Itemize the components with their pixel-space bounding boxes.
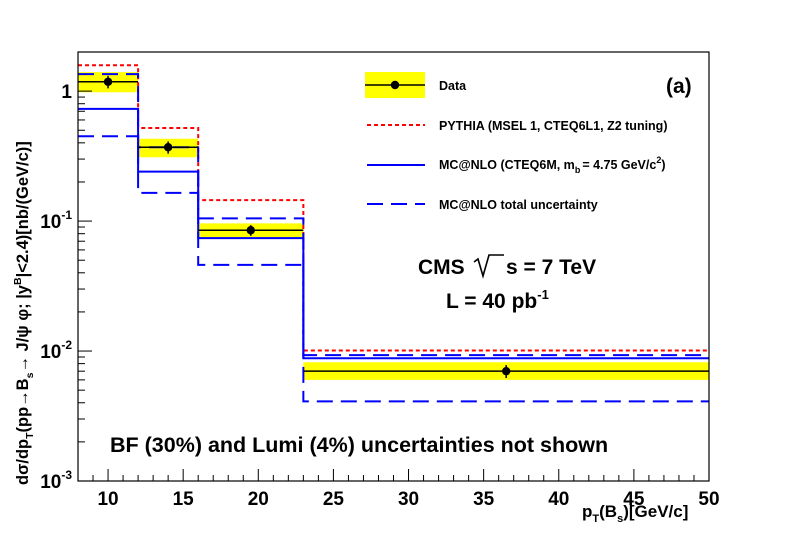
series-line-0 xyxy=(78,64,709,352)
legend-data-swatch xyxy=(365,72,425,98)
legend: Data PYTHIA (MSEL 1, CTEQ6L1, Z2 tuning)… xyxy=(365,72,668,212)
y-tick-label: 10-2 xyxy=(40,338,72,363)
panel-label: (a) xyxy=(666,75,692,98)
lumi-label: L = 40 pb-1 xyxy=(446,287,549,313)
x-tick-label: 15 xyxy=(173,489,195,510)
series-line-3 xyxy=(78,135,709,403)
x-tick-label: 45 xyxy=(623,489,645,510)
x-axis-title: pT(Bs)[GeV/c] xyxy=(582,502,688,525)
legend-label-unc: MC@NLO total uncertainty xyxy=(439,198,598,212)
y-tick-label: 10-3 xyxy=(40,468,72,493)
svg-text:dσ/dpT(pp→Bs→ J/ψ φ; |yB|<2.4): dσ/dpT(pp→Bs→ J/ψ φ; |yB|<2.4)[nb/(GeV/c… xyxy=(12,141,36,485)
sqrt-icon xyxy=(473,254,504,279)
axes: 10 15 20 25 30 35 40 45 50 10-3 10-2 10-1 1 xyxy=(40,51,720,510)
x-tick-label: 25 xyxy=(323,489,345,510)
uncertainty-note: BF (30%) and Lumi (4%) uncertainties not… xyxy=(110,433,608,457)
mc-histograms xyxy=(78,64,709,403)
data-points xyxy=(78,75,709,379)
x-tick-label: 30 xyxy=(398,489,419,510)
x-tick-label: 50 xyxy=(698,489,719,510)
y-tick-label: 10-1 xyxy=(40,208,72,233)
data-point-3 xyxy=(501,366,511,376)
plot-frame xyxy=(77,51,710,482)
data-point-0 xyxy=(103,77,113,86)
x-tick-label: 35 xyxy=(473,489,495,510)
legend-label-data: Data xyxy=(439,79,467,93)
legend-label-pythia: PYTHIA (MSEL 1, CTEQ6L1, Z2 tuning) xyxy=(439,119,668,133)
x-tick-label: 10 xyxy=(97,489,118,510)
y-tick-label: 1 xyxy=(61,82,72,103)
cms-label: CMS xyxy=(418,256,465,279)
cms-annotation: CMS s = 7 TeV L = 40 pb-1 xyxy=(418,254,596,313)
data-point-1 xyxy=(163,143,173,152)
sqrt-s-label: s = 7 TeV xyxy=(506,256,596,279)
x-tick-label: 40 xyxy=(548,489,569,510)
data-point-2 xyxy=(246,226,255,235)
legend-label-mcnlo: MC@NLO (CTEQ6M, mb = 4.75 GeV/c2) xyxy=(439,155,666,175)
series-line-2 xyxy=(78,73,709,357)
y-axis-title: dσ/dpT(pp→Bs→ J/ψ φ; |yB|<2.4)[nb/(GeV/c… xyxy=(12,141,36,485)
x-tick-label: 20 xyxy=(248,489,269,510)
